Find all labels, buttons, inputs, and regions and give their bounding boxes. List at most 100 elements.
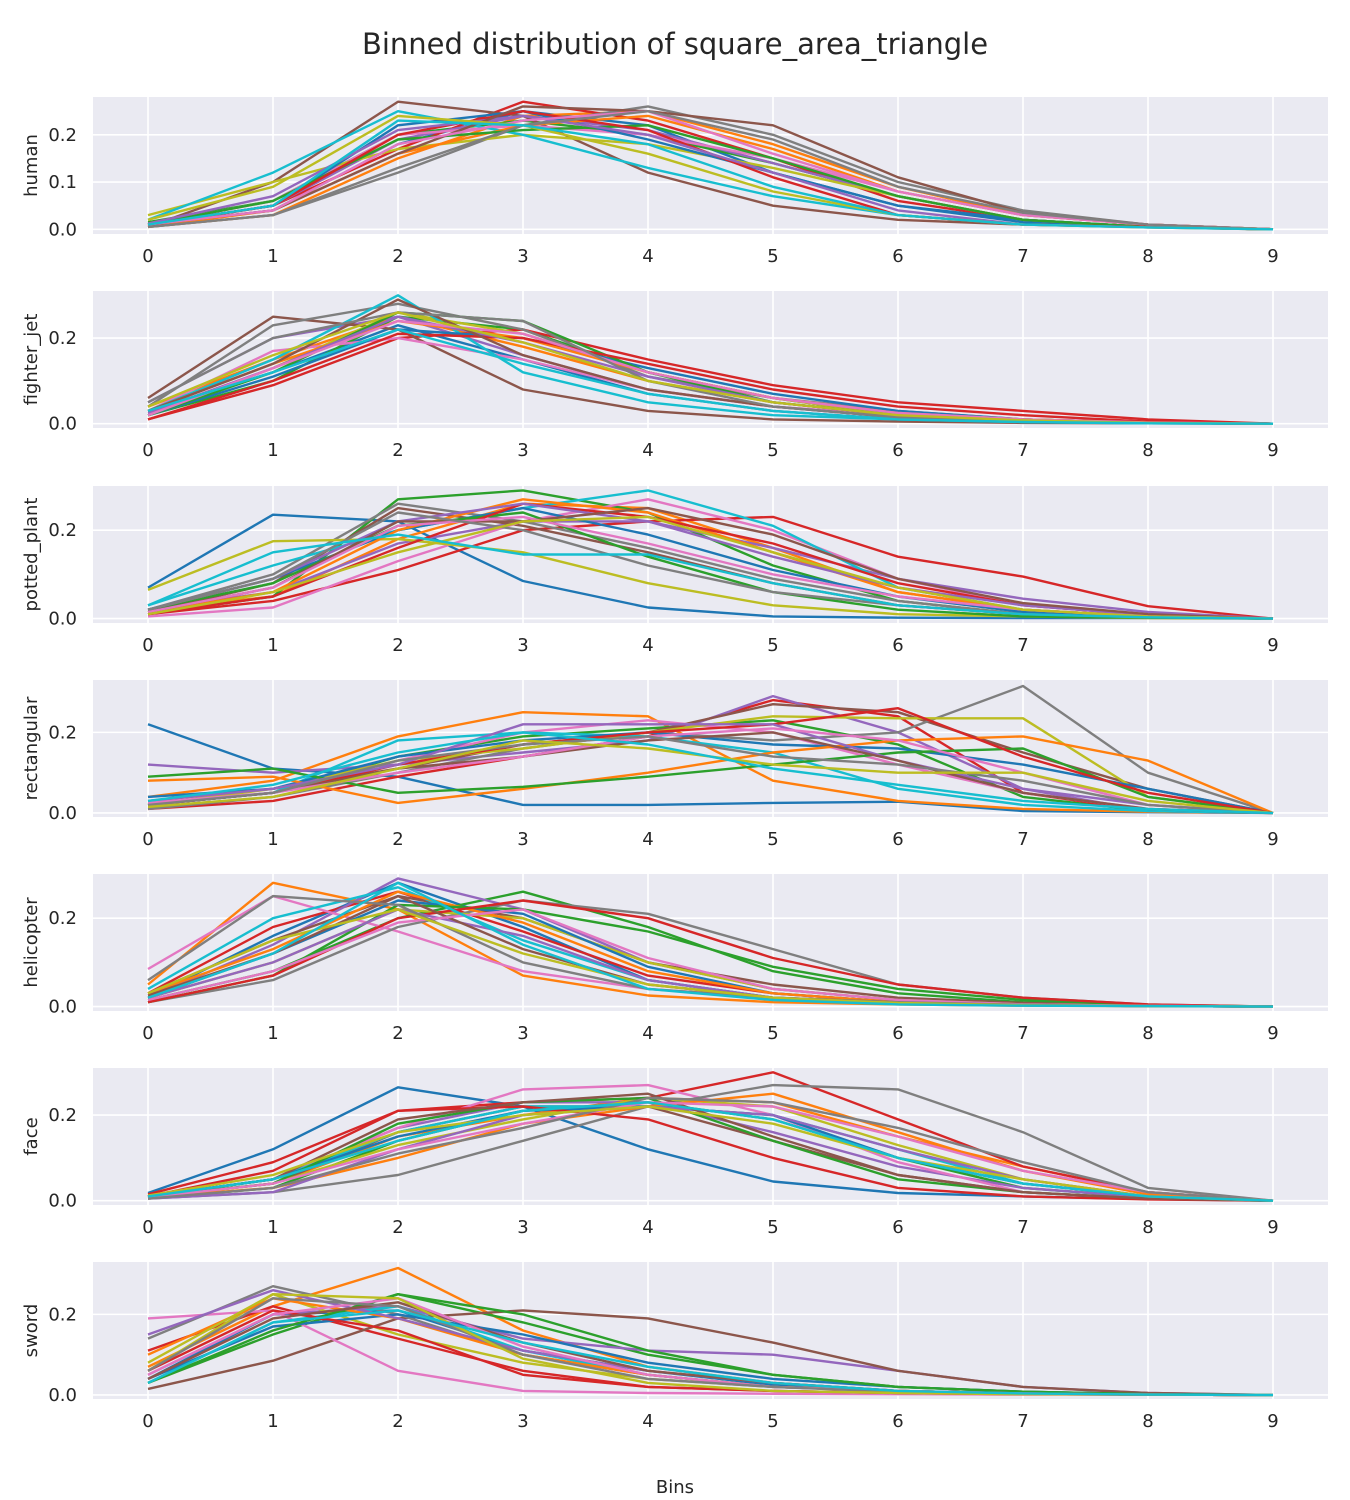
x-tick-label: 6 [892, 1217, 903, 1238]
series-line [147, 1101, 1274, 1202]
series-line [147, 735, 1274, 815]
x-tick-label: 9 [1267, 440, 1278, 461]
x-tick-label: 9 [1267, 1411, 1278, 1432]
x-tick-label: 1 [267, 829, 278, 850]
y-axis-label: helicopter [21, 897, 42, 988]
x-tick-label: 3 [517, 440, 528, 461]
series-line [147, 881, 1274, 1008]
y-axis-label: fighter_jet [21, 314, 42, 406]
x-tick-label: 4 [642, 635, 653, 656]
y-tick-label: 0.0 [48, 803, 77, 824]
series-group [147, 100, 1274, 231]
x-tick-label: 4 [642, 1217, 653, 1238]
series-line [147, 1071, 1274, 1202]
y-tick-label: 0.1 [48, 172, 77, 193]
x-tick-label: 7 [1017, 440, 1028, 461]
x-tick-label: 2 [392, 635, 403, 656]
x-tick-label: 0 [142, 1217, 153, 1238]
x-tick-label: 0 [142, 635, 153, 656]
subplot-face: 0 1 2 3 4 5 6 7 8 9 0.0 0.2 face [21, 1068, 1328, 1238]
series-group [147, 877, 1274, 1008]
x-tick-label: 8 [1142, 1217, 1153, 1238]
series-line [147, 1101, 1274, 1202]
series-line [147, 731, 1274, 815]
x-tick-label: 8 [1142, 440, 1153, 461]
x-tick-label: 7 [1017, 1411, 1028, 1432]
x-tick-label: 5 [767, 1217, 778, 1238]
series-line [147, 1105, 1274, 1202]
x-tick-label: 4 [642, 440, 653, 461]
series-line [147, 735, 1274, 815]
x-tick-label: 1 [267, 1217, 278, 1238]
y-tick-label: 0.2 [48, 125, 77, 146]
y-axis-label: human [21, 134, 42, 197]
x-tick-label: 8 [1142, 635, 1153, 656]
subplot-rectangular: 0 1 2 3 4 5 6 7 8 9 0.0 0.2 rectangular [21, 680, 1328, 850]
subplot-helicopter: 0 1 2 3 4 5 6 7 8 9 0.0 0.2 helicopter [21, 874, 1328, 1044]
x-tick-label: 6 [892, 1023, 903, 1044]
x-tick-label: 3 [517, 635, 528, 656]
x-tick-label: 4 [642, 1411, 653, 1432]
x-tick-label: 7 [1017, 1023, 1028, 1044]
series-line [147, 109, 1274, 231]
x-tick-label: 9 [1267, 1217, 1278, 1238]
y-axis-label: face [21, 1117, 42, 1155]
x-tick-label: 7 [1017, 1217, 1028, 1238]
x-tick-label: 1 [267, 440, 278, 461]
y-tick-label: 0.0 [48, 414, 77, 435]
x-tick-label: 1 [267, 635, 278, 656]
y-tick-label: 0.0 [48, 609, 77, 630]
y-axis-label: sword [21, 1304, 42, 1358]
series-line [147, 1105, 1274, 1202]
y-axis-label: rectangular [21, 696, 42, 800]
x-tick-label: 5 [767, 440, 778, 461]
series-group [147, 1266, 1274, 1397]
series-line [147, 506, 1274, 620]
y-tick-label: 0.2 [48, 1105, 77, 1126]
series-line [147, 707, 1274, 815]
x-tick-label: 2 [392, 1023, 403, 1044]
y-tick-label: 0.0 [48, 1385, 77, 1406]
series-group [147, 684, 1274, 815]
x-tick-label: 9 [1267, 246, 1278, 267]
x-tick-label: 8 [1142, 246, 1153, 267]
x-tick-label: 5 [767, 1023, 778, 1044]
x-tick-label: 2 [392, 829, 403, 850]
x-tick-label: 9 [1267, 829, 1278, 850]
subplot-human: 0 1 2 3 4 5 6 7 8 9 0.0 0.1 0.2 human [21, 97, 1328, 267]
x-tick-label: 3 [517, 1411, 528, 1432]
x-tick-label: 4 [642, 246, 653, 267]
x-tick-label: 7 [1017, 829, 1028, 850]
series-line [147, 731, 1274, 815]
y-tick-label: 0.0 [48, 997, 77, 1018]
x-tick-label: 8 [1142, 829, 1153, 850]
y-tick-label: 0.0 [48, 219, 77, 240]
x-tick-label: 0 [142, 440, 153, 461]
series-line [147, 731, 1274, 815]
x-tick-label: 0 [142, 1023, 153, 1044]
subplot-fighter_jet: 0 1 2 3 4 5 6 7 8 9 0.0 0.2 fighter_jet [21, 291, 1328, 461]
subplot-grid: 0 1 2 3 4 5 6 7 8 9 0.0 0.1 0.2 human 0 1 2 3 4 5 6 7 8 9 0.0 0.2… [21, 97, 1328, 1432]
x-tick-label: 3 [517, 1023, 528, 1044]
series-line [147, 515, 1274, 620]
series-line [147, 1309, 1274, 1397]
subplot-sword: 0 1 2 3 4 5 6 7 8 9 0.0 0.2 sword [21, 1262, 1328, 1432]
series-line [147, 328, 1274, 425]
subplot-potted_plant: 0 1 2 3 4 5 6 7 8 9 0.0 0.2 potted_plant [21, 486, 1328, 656]
x-tick-label: 5 [767, 246, 778, 267]
x-tick-label: 1 [267, 246, 278, 267]
y-tick-label: 0.2 [48, 520, 77, 541]
series-line [147, 328, 1274, 425]
x-tick-label: 6 [892, 829, 903, 850]
y-tick-label: 0.0 [48, 1191, 77, 1212]
x-tick-label: 0 [142, 1411, 153, 1432]
x-tick-label: 1 [267, 1023, 278, 1044]
x-tick-label: 2 [392, 440, 403, 461]
x-tick-label: 7 [1017, 635, 1028, 656]
x-tick-label: 3 [517, 829, 528, 850]
x-tick-label: 8 [1142, 1023, 1153, 1044]
x-axis-label: Bins [656, 1477, 694, 1498]
y-tick-label: 0.2 [48, 908, 77, 929]
x-tick-label: 2 [392, 1217, 403, 1238]
